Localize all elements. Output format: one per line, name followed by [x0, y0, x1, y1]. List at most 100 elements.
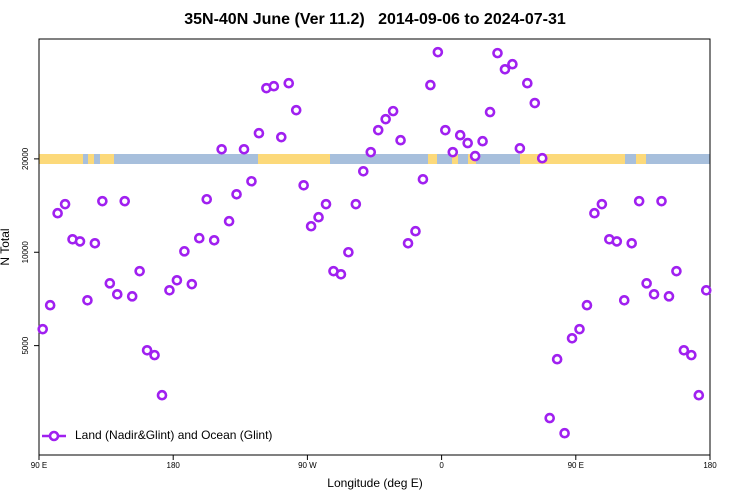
x-tick-label: 180	[703, 461, 717, 470]
point	[626, 237, 638, 249]
point	[678, 344, 690, 356]
x-axis-label: Longitude (deg E)	[327, 476, 422, 490]
point	[97, 195, 108, 207]
point	[589, 207, 600, 219]
point	[156, 389, 168, 401]
point	[700, 284, 712, 296]
point	[298, 179, 309, 191]
point	[693, 389, 705, 401]
point	[633, 195, 645, 207]
point	[447, 146, 459, 158]
y-tick-label: 20000	[21, 147, 30, 170]
y-axis-label: N Total	[0, 228, 12, 265]
point	[238, 143, 250, 155]
point	[141, 344, 153, 356]
point	[179, 246, 190, 257]
y-tick-label: 10000	[21, 241, 30, 264]
point	[440, 124, 451, 136]
y-tick-label: 5000	[21, 336, 30, 354]
legend-marker	[48, 430, 60, 442]
x-tick-label: 90 E	[568, 461, 584, 470]
point	[410, 225, 421, 237]
point	[186, 278, 198, 290]
point	[648, 288, 660, 300]
legend-label: Land (Nadir&Glint) and Ocean (Glint)	[75, 428, 272, 442]
point	[372, 124, 384, 136]
point	[484, 106, 496, 118]
point	[171, 275, 183, 286]
point	[581, 299, 593, 311]
point	[350, 198, 362, 210]
point	[343, 246, 354, 258]
point	[402, 237, 414, 249]
point	[149, 349, 160, 361]
point	[417, 173, 429, 185]
point	[477, 135, 488, 147]
point	[574, 323, 585, 335]
point	[656, 195, 667, 207]
point	[231, 188, 242, 200]
point	[395, 134, 406, 146]
point	[111, 288, 123, 300]
point	[432, 46, 444, 58]
x-tick-label: 90 W	[298, 461, 317, 470]
point	[201, 193, 213, 205]
point	[663, 291, 675, 302]
point	[193, 232, 205, 244]
point	[618, 295, 630, 306]
point	[52, 207, 63, 219]
point	[462, 137, 473, 149]
point	[126, 291, 138, 302]
point	[641, 278, 652, 289]
point	[566, 332, 578, 344]
point	[283, 77, 295, 89]
point	[559, 427, 570, 439]
point	[671, 265, 682, 277]
point	[492, 47, 503, 59]
point	[305, 220, 317, 232]
point	[551, 353, 563, 365]
point	[164, 284, 175, 296]
point	[89, 237, 101, 249]
point	[223, 215, 235, 227]
point	[611, 236, 623, 247]
point	[544, 412, 556, 424]
chart-title: 35N-40N June (Ver 11.2) 2014-09-06 to 20…	[184, 11, 566, 28]
point	[529, 97, 541, 109]
point	[216, 143, 227, 155]
point	[536, 152, 548, 164]
point	[522, 77, 533, 89]
point	[320, 198, 332, 210]
point	[425, 79, 436, 91]
point	[253, 127, 265, 139]
point	[44, 299, 56, 311]
point	[268, 80, 280, 92]
point	[358, 165, 369, 177]
point	[246, 175, 257, 187]
point	[208, 234, 220, 246]
point	[313, 211, 324, 223]
point	[499, 63, 511, 75]
point	[469, 150, 481, 162]
point	[335, 269, 347, 280]
point	[119, 195, 131, 207]
point	[454, 129, 466, 141]
plot-frame	[38, 38, 711, 456]
point	[686, 349, 697, 361]
point	[104, 278, 116, 289]
point	[507, 58, 518, 70]
point	[82, 295, 93, 306]
x-tick-label: 0	[439, 461, 444, 470]
point	[290, 104, 302, 116]
point	[37, 323, 49, 335]
point	[380, 113, 391, 125]
x-tick-label: 90 E	[31, 461, 47, 470]
point	[514, 143, 526, 154]
x-tick-label: 180	[167, 461, 181, 470]
point	[74, 236, 86, 247]
point	[387, 105, 399, 117]
point	[365, 146, 377, 158]
point	[596, 198, 608, 210]
point	[276, 131, 287, 143]
